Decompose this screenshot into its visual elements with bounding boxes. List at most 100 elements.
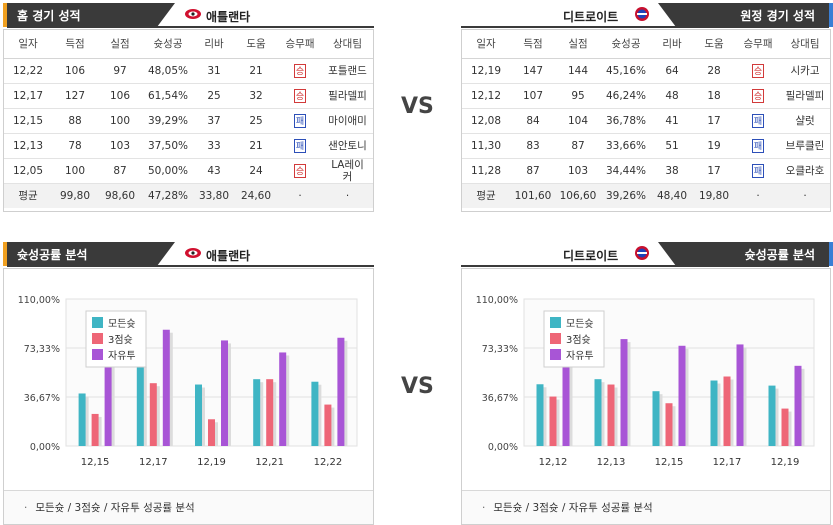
home-record-panel: 홈 경기 성적 애틀랜타 일자 득점 실점 슛성공 리바 도움 승무패 상대팀 <box>3 3 374 212</box>
away-stats-table: 일자 득점 실점 슛성공 리바 도움 승무패 상대팀 12,19 147 144… <box>462 30 830 208</box>
x-tick-label: 12,13 <box>597 457 626 468</box>
cell: 12,17 <box>4 83 52 109</box>
cell: 11,28 <box>462 158 510 184</box>
col-reb: 리바 <box>194 30 234 59</box>
header-underline <box>461 26 829 28</box>
cell: 18 <box>692 83 736 109</box>
legend-swatch <box>92 349 103 360</box>
cell: 19 <box>692 133 736 159</box>
col-reb: 리바 <box>652 30 692 59</box>
cell: 41 <box>652 108 692 134</box>
cell: 95 <box>556 83 600 109</box>
cell: 103 <box>98 133 142 159</box>
home-team-name: 애틀랜타 <box>206 10 251 24</box>
away-accent-bar <box>829 242 833 266</box>
legend-label: 모든슛 <box>566 318 594 330</box>
x-tick-label: 12,15 <box>81 457 110 468</box>
home-chart-header: 슛성공률 분석 <box>7 242 157 266</box>
result-cell: 승 <box>278 158 322 184</box>
away-team-name: 디트로이트 <box>563 10 619 24</box>
bar-모든슛 <box>768 385 776 446</box>
legend-swatch <box>92 333 103 344</box>
home-chart-team-name: 애틀랜타 <box>206 249 251 263</box>
cell: 48,05% <box>142 58 194 84</box>
bar-3점슛 <box>549 396 557 446</box>
bar-자유투 <box>620 339 628 446</box>
result-cell: 승 <box>278 58 322 84</box>
loss-badge: 패 <box>752 113 764 128</box>
opponent-cell: 브루클린 <box>780 133 830 159</box>
header-slant <box>157 3 175 27</box>
bar-모든슛 <box>710 380 718 446</box>
bar-모든슛 <box>78 393 86 446</box>
cell: 48 <box>652 83 692 109</box>
away-accent-bar <box>829 3 833 27</box>
cell: 37,50% <box>142 133 194 159</box>
opponent-cell: 마이애미 <box>322 108 373 134</box>
away-chart-panel: 슛성공률 분석 디트로이트 0,00% 36,67% 73,33% 110,00% 12… <box>461 242 833 525</box>
bar-3점슛 <box>266 379 274 446</box>
cell: 17 <box>692 158 736 184</box>
cell: 97 <box>98 58 142 84</box>
atlanta-logo-icon <box>184 7 202 21</box>
away-fg-chart: 0,00% 36,67% 73,33% 110,00% 12,12 12,13 12,15 1… <box>476 295 815 468</box>
cell: 39,29% <box>142 108 194 134</box>
bar-모든슛 <box>311 381 319 446</box>
col-fg: 슛성공 <box>142 30 194 59</box>
bullet-icon: · <box>24 501 28 514</box>
away-record-header: 원정 경기 성적 <box>676 3 829 27</box>
average-row: 평균 101,60 106,60 39,26% 48,40 19,80 · · <box>462 183 830 208</box>
legend-swatch <box>92 317 103 328</box>
x-tick-label: 12,19 <box>197 457 226 468</box>
cell: 33,80 <box>194 183 234 208</box>
cell: 12,15 <box>4 108 52 134</box>
cell: 12,08 <box>462 108 510 134</box>
table-row: 11,28 87 103 34,44% 38 17 패 오클라호 <box>462 158 830 184</box>
bar-3점슛 <box>723 376 731 446</box>
bar-자유투 <box>736 344 744 446</box>
cell: 24 <box>234 158 278 184</box>
cell: 36,78% <box>600 108 652 134</box>
table-row: 12,22 106 97 48,05% 31 21 승 포틀랜드 <box>4 58 373 84</box>
cell: 87 <box>556 133 600 159</box>
loss-badge: 패 <box>294 138 306 153</box>
cell: 100 <box>52 158 98 184</box>
home-chart-panel: 슛성공률 분석 애틀랜타 0,00% 36,67% 73,33% 110,00% 12,… <box>3 242 374 525</box>
result-cell: 패 <box>736 108 780 134</box>
cell: 106 <box>52 58 98 84</box>
cell: 45,16% <box>600 58 652 84</box>
bar-모든슛 <box>652 391 660 446</box>
y-tick-label: 110,00% <box>476 295 518 306</box>
cell: 100 <box>98 108 142 134</box>
y-tick-label: 73,33% <box>482 344 518 355</box>
result-cell: 승 <box>736 83 780 109</box>
away-chart-footer-text: 모든슛 / 3점슛 / 자유투 성공률 분석 <box>493 502 653 514</box>
cell: 147 <box>510 58 556 84</box>
loss-badge: 패 <box>752 163 764 178</box>
cell: · <box>322 183 373 208</box>
cell: 50,00% <box>142 158 194 184</box>
table-header-row: 일자 득점 실점 슛성공 리바 도움 승무패 상대팀 <box>4 30 373 59</box>
y-tick-label: 0,00% <box>488 442 518 453</box>
detroit-logo-icon <box>633 7 651 21</box>
cell: 103 <box>556 158 600 184</box>
x-tick-label: 12,12 <box>539 457 568 468</box>
table-row: 12,17 127 106 61,54% 25 32 승 필라델피 <box>4 83 373 109</box>
opponent-cell: 필라델피 <box>780 83 830 109</box>
cell: 33,66% <box>600 133 652 159</box>
cell: 87 <box>98 158 142 184</box>
bar-3점슛 <box>665 403 673 446</box>
detroit-logo-icon <box>633 246 651 260</box>
result-cell: 패 <box>278 108 322 134</box>
col-fg: 슛성공 <box>600 30 652 59</box>
vs-label-bottom: VS <box>401 374 434 399</box>
cell: 83 <box>510 133 556 159</box>
bar-3점슛 <box>607 384 615 446</box>
away-record-title: 원정 경기 성적 <box>740 8 815 23</box>
table-row: 12,08 84 104 36,78% 41 17 패 샬럿 <box>462 108 830 134</box>
opponent-cell: LA레이커 <box>322 158 373 184</box>
cell: 31 <box>194 58 234 84</box>
opponent-cell: 오클라호 <box>780 158 830 184</box>
cell: 37 <box>194 108 234 134</box>
bar-자유투 <box>678 345 686 446</box>
